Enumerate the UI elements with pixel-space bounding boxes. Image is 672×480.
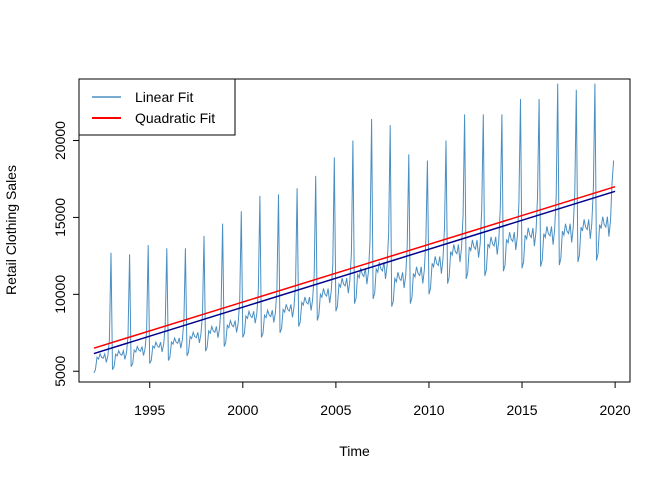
x-axis: 1995 2000 2005 2010 2015 2020: [134, 381, 631, 418]
quadratic-fit-line: [93, 185, 616, 349]
y-tick-label: 15000: [52, 198, 68, 237]
x-tick-label: 2015: [506, 402, 537, 418]
x-tick-label: 1995: [134, 402, 165, 418]
legend-label-linear-fit: Linear Fit: [135, 89, 193, 105]
x-tick-label: 2000: [227, 402, 258, 418]
series-layer: [93, 83, 616, 374]
y-tick-label: 5000: [52, 355, 68, 386]
y-tick-label: 10000: [52, 275, 68, 314]
series-retail-sales: [93, 83, 615, 374]
x-axis-label: Time: [339, 443, 370, 459]
legend: Linear Fit Quadratic Fit: [78, 78, 236, 136]
x-tick-label: 2020: [600, 402, 631, 418]
y-tick-label: 20000: [52, 121, 68, 160]
x-tick-label: 2010: [413, 402, 444, 418]
linear-fit-line: [93, 190, 616, 355]
y-axis-label: Retail Clothing Sales: [3, 165, 19, 295]
legend-box: [78, 78, 236, 136]
legend-label-quadratic-fit: Quadratic Fit: [135, 110, 215, 126]
y-axis: 5000 10000 15000 20000: [52, 121, 80, 387]
x-tick-label: 2005: [320, 402, 351, 418]
